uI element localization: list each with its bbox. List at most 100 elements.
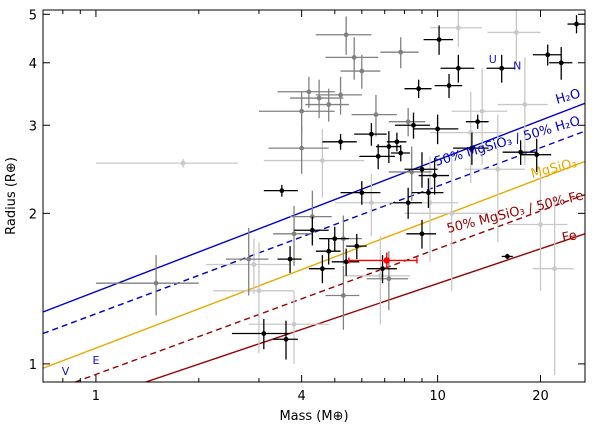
data-point-s1-18 <box>388 146 432 201</box>
data-point-s2-26-marker <box>436 37 442 43</box>
highlight-point <box>348 252 418 269</box>
data-point-s2-17 <box>390 144 410 162</box>
data-point-s0-2-marker <box>256 288 262 294</box>
data-point-s1-9-marker <box>338 92 343 98</box>
data-point-s2-27 <box>434 73 463 99</box>
data-point-s2-18-marker <box>405 200 411 206</box>
data-point-s0-9 <box>429 91 503 183</box>
data-point-s0-5-marker <box>368 200 374 206</box>
data-point-s0-15 <box>487 10 541 63</box>
data-point-s2-18 <box>392 187 422 219</box>
data-point-s2-9-marker <box>343 259 349 265</box>
data-point-s1-0-marker <box>153 280 159 286</box>
data-point-s1-17 <box>380 37 419 69</box>
data-point-s0-4 <box>263 128 365 198</box>
data-point-s2-24 <box>418 158 450 195</box>
data-point-s0-12-marker <box>522 102 528 107</box>
curve-label-0: H₂O <box>554 86 582 107</box>
data-point-s0-1 <box>206 238 291 294</box>
data-point-s1-5 <box>277 76 335 108</box>
data-point-s2-28 <box>440 54 475 83</box>
data-point-s2-10-marker <box>354 243 360 249</box>
data-point-s1-1-marker <box>246 256 252 262</box>
composition-curve-1 <box>43 130 585 335</box>
data-point-s2-4 <box>294 216 329 245</box>
data-point-s2-11 <box>340 181 381 205</box>
data-point-s1-12 <box>325 265 360 330</box>
curve-label-4: Fe <box>561 228 579 246</box>
x-tick-label-0: 1 <box>92 389 100 404</box>
data-point-s2-19 <box>394 112 430 139</box>
data-point-s0-12 <box>497 57 548 165</box>
data-point-s1-19 <box>388 107 426 137</box>
data-point-s2-6 <box>315 238 341 265</box>
data-point-s2-16-marker <box>394 139 400 145</box>
data-point-s0-15-marker <box>513 30 519 35</box>
x-tick-label-3: 20 <box>532 389 549 404</box>
y-tick-label-2: 3 <box>29 119 37 134</box>
y-tick-label-3: 4 <box>29 57 37 72</box>
data-point-s1-8-marker <box>326 102 332 107</box>
data-point-s2-3 <box>277 246 302 273</box>
data-point-s1-6 <box>290 79 344 119</box>
plot-frame <box>42 9 586 383</box>
data-point-s0-8-marker <box>449 210 455 216</box>
data-point-s0-3 <box>248 290 329 364</box>
data-point-s1-14 <box>340 54 381 89</box>
data-point-s2-7 <box>319 226 349 252</box>
data-point-s2-1 <box>273 320 298 360</box>
data-point-s0-6-marker <box>377 273 383 279</box>
data-point-s1-16-marker <box>386 276 392 282</box>
data-point-s2-34-marker <box>545 52 551 58</box>
data-point-s1-8 <box>305 88 349 122</box>
data-point-s2-30 <box>465 114 489 129</box>
data-point-s1-9 <box>315 76 362 115</box>
data-point-s1-11-marker <box>343 32 349 38</box>
data-point-s1-15 <box>351 94 397 137</box>
data-point-s2-23 <box>411 178 444 208</box>
composition-curve-4 <box>145 233 585 382</box>
data-point-s2-35-marker <box>558 60 564 66</box>
data-point-s0-14 <box>532 197 574 376</box>
data-point-s2-19-marker <box>411 122 416 128</box>
composition-curve-3 <box>75 193 585 382</box>
data-point-s1-18-marker <box>409 169 415 175</box>
data-point-s0-10-marker <box>479 108 485 114</box>
data-point-s0-14-marker <box>552 266 558 272</box>
data-point-s2-26 <box>423 25 454 55</box>
data-point-s1-3-marker <box>299 145 305 151</box>
data-point-s2-24-marker <box>432 173 438 178</box>
data-point-s2-12 <box>354 123 387 146</box>
composition-curve-2 <box>43 160 585 369</box>
data-point-s2-25 <box>413 114 459 145</box>
data-point-s1-13-marker <box>351 55 357 60</box>
data-point-s2-36-marker <box>574 21 579 27</box>
data-point-s2-0 <box>231 318 291 350</box>
data-point-s2-29 <box>453 132 489 165</box>
y-tick-label-4: 5 <box>29 8 37 23</box>
data-point-s2-14-marker <box>380 266 385 272</box>
data-point-s2-31 <box>501 253 513 260</box>
data-point-s0-0 <box>95 158 238 168</box>
axes: 1 4 10 20 1 2 3 4 5 <box>29 8 586 404</box>
data-point-s1-0 <box>95 255 199 316</box>
solar-planet-v: V <box>62 365 70 378</box>
data-point-s2-29-marker <box>469 145 475 151</box>
data-point-s2-37-marker <box>518 149 524 155</box>
data-point-s2-1-marker <box>283 336 289 342</box>
data-point-s2-32 <box>486 54 516 83</box>
data-point-s1-6-marker <box>316 95 322 101</box>
data-point-s2-25-marker <box>435 126 441 132</box>
data-point-s2-32-marker <box>499 65 505 71</box>
data-point-s1-2 <box>273 205 313 266</box>
data-point-s0-5 <box>334 173 401 237</box>
data-point-s2-35 <box>549 47 573 80</box>
data-point-s1-13 <box>325 37 379 80</box>
data-point-s2-5-marker <box>319 266 325 272</box>
data-point-s2-4-marker <box>309 227 315 233</box>
y-tick-label-0: 1 <box>29 358 37 373</box>
data-point-s0-1-marker <box>251 262 257 267</box>
data-point-s2-23-marker <box>426 190 431 196</box>
data-point-s2-27-marker <box>446 83 452 89</box>
data-point-s1-4-marker <box>299 108 305 114</box>
